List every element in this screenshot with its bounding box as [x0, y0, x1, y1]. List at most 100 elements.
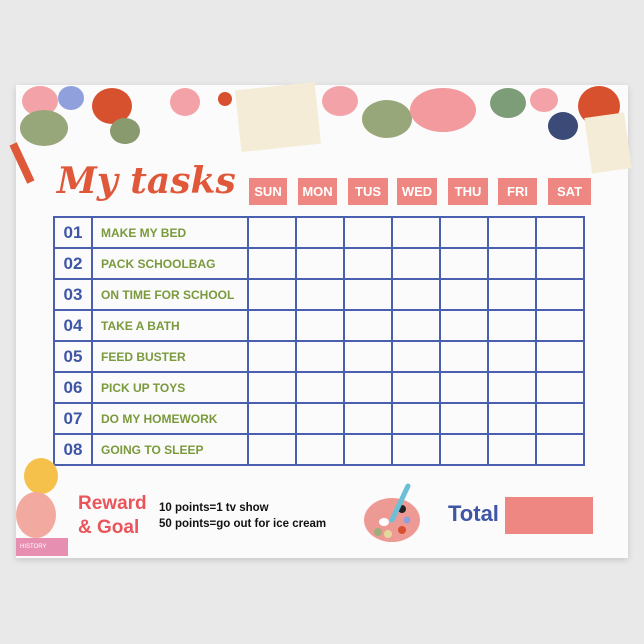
leaf-decoration-shape — [20, 110, 68, 146]
check-cell[interactable] — [295, 340, 345, 373]
check-cell[interactable] — [295, 278, 345, 311]
check-cell[interactable] — [439, 340, 489, 373]
task-label: DO MY HOMEWORK — [91, 402, 249, 435]
check-cell[interactable] — [247, 340, 297, 373]
task-label: PICK UP TOYS — [91, 371, 249, 404]
check-cell[interactable] — [343, 371, 393, 404]
check-cell[interactable] — [295, 309, 345, 342]
check-cell[interactable] — [343, 216, 393, 249]
check-cell[interactable] — [487, 247, 537, 280]
task-label: ON TIME FOR SCHOOL — [91, 278, 249, 311]
paint-palette-icon — [364, 483, 420, 542]
check-cell[interactable] — [439, 371, 489, 404]
task-grid: 01 MAKE MY BED 02 PACK SCHOOLBAG 03 ON TIME F… — [53, 216, 585, 466]
check-cell[interactable] — [391, 278, 441, 311]
notepaper-decoration — [584, 112, 632, 174]
task-label: TAKE A BATH — [91, 309, 249, 342]
check-cell[interactable] — [247, 371, 297, 404]
check-cell[interactable] — [247, 278, 297, 311]
check-cell[interactable] — [439, 247, 489, 280]
flower-decoration-shape — [530, 88, 558, 112]
palette-decoration-shape — [410, 88, 476, 132]
check-cell[interactable] — [391, 371, 441, 404]
leaf-decoration-shape — [490, 88, 526, 118]
task-number: 07 — [53, 402, 93, 435]
berry-decoration-shape — [218, 92, 232, 106]
check-cell[interactable] — [391, 309, 441, 342]
check-cell[interactable] — [535, 340, 585, 373]
check-cell[interactable] — [247, 433, 297, 466]
check-cell[interactable] — [343, 433, 393, 466]
check-cell[interactable] — [487, 340, 537, 373]
check-cell[interactable] — [535, 433, 585, 466]
check-cell[interactable] — [247, 309, 297, 342]
flower-decoration-shape — [170, 88, 200, 116]
flower-decoration-shape — [58, 86, 84, 110]
check-cell[interactable] — [247, 402, 297, 435]
reward-rules: 10 points=1 tv show 50 points=go out for… — [159, 500, 326, 532]
check-cell[interactable] — [535, 278, 585, 311]
check-cell[interactable] — [487, 402, 537, 435]
palette-decoration-shape — [16, 492, 56, 538]
lightbulb-decoration-shape — [24, 458, 58, 494]
check-cell[interactable] — [439, 278, 489, 311]
task-label: PACK SCHOOLBAG — [91, 247, 249, 280]
task-row: 03 ON TIME FOR SCHOOL — [53, 278, 585, 311]
day-header: MON — [298, 178, 337, 205]
check-cell[interactable] — [247, 216, 297, 249]
check-cell[interactable] — [295, 371, 345, 404]
check-cell[interactable] — [487, 309, 537, 342]
task-number: 02 — [53, 247, 93, 280]
check-cell[interactable] — [439, 309, 489, 342]
check-cell[interactable] — [487, 371, 537, 404]
check-cell[interactable] — [391, 247, 441, 280]
day-header: SUN — [249, 178, 287, 205]
check-cell[interactable] — [343, 247, 393, 280]
task-number: 08 — [53, 433, 93, 466]
task-label: FEED BUSTER — [91, 340, 249, 373]
check-cell[interactable] — [295, 433, 345, 466]
reward-goal-label: Reward & Goal — [78, 492, 147, 540]
check-cell[interactable] — [343, 402, 393, 435]
task-number: 01 — [53, 216, 93, 249]
check-cell[interactable] — [535, 247, 585, 280]
flower-decoration-shape — [322, 86, 358, 116]
task-row: 01 MAKE MY BED — [53, 216, 585, 249]
check-cell[interactable] — [391, 216, 441, 249]
check-cell[interactable] — [343, 278, 393, 311]
task-number: 04 — [53, 309, 93, 342]
check-cell[interactable] — [487, 216, 537, 249]
check-cell[interactable] — [439, 433, 489, 466]
check-cell[interactable] — [487, 278, 537, 311]
check-cell[interactable] — [343, 340, 393, 373]
check-cell[interactable] — [391, 340, 441, 373]
check-cell[interactable] — [535, 371, 585, 404]
check-cell[interactable] — [487, 433, 537, 466]
check-cell[interactable] — [295, 402, 345, 435]
task-row: 07 DO MY HOMEWORK — [53, 402, 585, 435]
check-cell[interactable] — [343, 309, 393, 342]
task-label: MAKE MY BED — [91, 216, 249, 249]
check-cell[interactable] — [535, 216, 585, 249]
task-row: 08 GOING TO SLEEP — [53, 433, 585, 466]
check-cell[interactable] — [439, 216, 489, 249]
check-cell[interactable] — [439, 402, 489, 435]
flower-decoration-shape — [548, 112, 578, 140]
check-cell[interactable] — [247, 247, 297, 280]
leaf-decoration-shape — [110, 118, 140, 144]
check-cell[interactable] — [391, 402, 441, 435]
task-row: 04 TAKE A BATH — [53, 309, 585, 342]
check-cell[interactable] — [535, 309, 585, 342]
check-cell[interactable] — [295, 216, 345, 249]
total-label: Total — [448, 501, 499, 526]
check-cell[interactable] — [391, 433, 441, 466]
task-row: 02 PACK SCHOOLBAG — [53, 247, 585, 280]
total-box[interactable] — [505, 497, 593, 534]
check-cell[interactable] — [535, 402, 585, 435]
task-row: 06 PICK UP TOYS — [53, 371, 585, 404]
check-cell[interactable] — [295, 247, 345, 280]
task-row: 05 FEED BUSTER — [53, 340, 585, 373]
reward-line2: & Goal — [78, 517, 140, 538]
task-grid-body: 01 MAKE MY BED 02 PACK SCHOOLBAG 03 ON TIME F… — [53, 216, 585, 466]
page-title: My tasks — [57, 160, 236, 202]
